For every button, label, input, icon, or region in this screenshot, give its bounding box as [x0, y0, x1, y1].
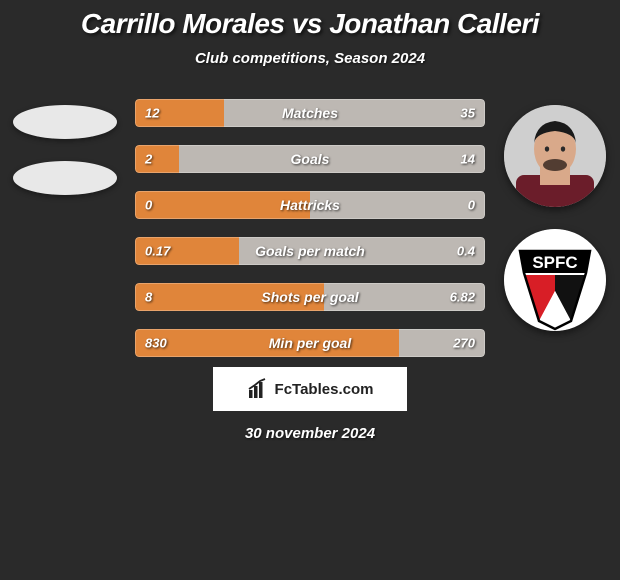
- stat-right-value: 35: [461, 106, 475, 121]
- stat-right-value: 270: [453, 336, 475, 351]
- stat-label: Min per goal: [269, 335, 351, 351]
- fctables-logo-icon: [247, 378, 269, 400]
- stat-left-value: 0: [145, 198, 152, 213]
- stat-right-value: 0.4: [457, 244, 475, 259]
- stat-label: Hattricks: [280, 197, 340, 213]
- stat-row: 830 270 Min per goal: [135, 329, 485, 357]
- right-player-column: SPFC: [495, 99, 615, 331]
- svg-text:SPFC: SPFC: [532, 253, 577, 272]
- stat-bar-right: [224, 99, 485, 127]
- stat-left-value: 8: [145, 290, 152, 305]
- stat-row: 12 35 Matches: [135, 99, 485, 127]
- stat-row: 2 14 Goals: [135, 145, 485, 173]
- stat-label: Shots per goal: [261, 289, 358, 305]
- stat-row: 0.17 0.4 Goals per match: [135, 237, 485, 265]
- brand-text: FcTables.com: [275, 381, 374, 398]
- left-player-badge-placeholder: [13, 161, 117, 195]
- stat-label: Goals: [291, 151, 330, 167]
- stat-bar-right: [179, 145, 485, 173]
- root: Carrillo Morales vs Jonathan Calleri Clu…: [0, 0, 620, 442]
- right-player-club-badge: SPFC: [504, 229, 606, 331]
- page-subtitle: Club competitions, Season 2024: [195, 50, 425, 67]
- stat-label: Matches: [282, 105, 338, 121]
- stat-bars: 12 35 Matches 2 14 Goals 0 0 Hattricks 0.17 0.4 Goa…: [135, 99, 485, 357]
- stat-left-value: 830: [145, 336, 167, 351]
- left-player-column: [5, 99, 125, 195]
- stat-right-value: 0: [468, 198, 475, 213]
- date-text: 30 november 2024: [245, 425, 375, 442]
- stat-bar-left: [135, 329, 399, 357]
- stat-left-value: 2: [145, 152, 152, 167]
- stat-right-value: 14: [461, 152, 475, 167]
- stat-left-value: 12: [145, 106, 159, 121]
- stat-left-value: 0.17: [145, 244, 170, 259]
- stat-row: 8 6.82 Shots per goal: [135, 283, 485, 311]
- stat-row: 0 0 Hattricks: [135, 191, 485, 219]
- comparison-panel: 12 35 Matches 2 14 Goals 0 0 Hattricks 0.17 0.4 Goa…: [0, 99, 620, 357]
- page-title: Carrillo Morales vs Jonathan Calleri: [81, 8, 539, 40]
- player-portrait-icon: [504, 105, 606, 207]
- left-player-avatar-placeholder: [13, 105, 117, 139]
- spfc-badge-icon: SPFC: [504, 229, 606, 331]
- stat-bar-left: [135, 145, 179, 173]
- brand-badge[interactable]: FcTables.com: [213, 367, 407, 411]
- stat-right-value: 6.82: [450, 290, 475, 305]
- stat-label: Goals per match: [255, 243, 365, 259]
- right-player-avatar: [504, 105, 606, 207]
